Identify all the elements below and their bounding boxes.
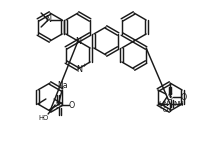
Text: Na: Na [58,80,68,89]
Text: +: + [81,63,86,68]
Text: HO: HO [38,115,48,121]
Text: S: S [56,100,61,109]
Text: N: N [75,37,81,46]
Text: S: S [168,93,172,102]
Text: O: O [69,100,75,109]
Text: HN: HN [159,101,170,107]
Text: O: O [181,93,187,102]
Text: NH: NH [173,101,184,107]
Text: N: N [76,65,82,74]
Text: N: N [45,16,51,25]
Text: ⁻O: ⁻O [160,107,169,113]
